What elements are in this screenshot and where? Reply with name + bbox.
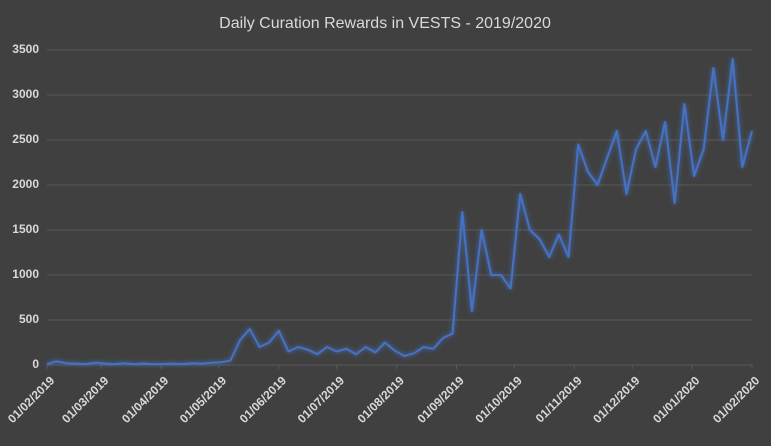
y-tick-label: 2000 (12, 177, 39, 191)
y-tick-label: 500 (19, 312, 39, 326)
y-tick-label: 0 (32, 357, 39, 371)
y-tick-label: 3500 (12, 42, 39, 56)
chart-title: Daily Curation Rewards in VESTS - 2019/2… (219, 15, 551, 32)
y-tick-label: 1000 (12, 267, 39, 281)
y-tick-label: 3000 (12, 87, 39, 101)
series-line (46, 58, 753, 366)
y-tick-label: 1500 (12, 222, 39, 236)
y-tick-label: 2500 (12, 132, 39, 146)
